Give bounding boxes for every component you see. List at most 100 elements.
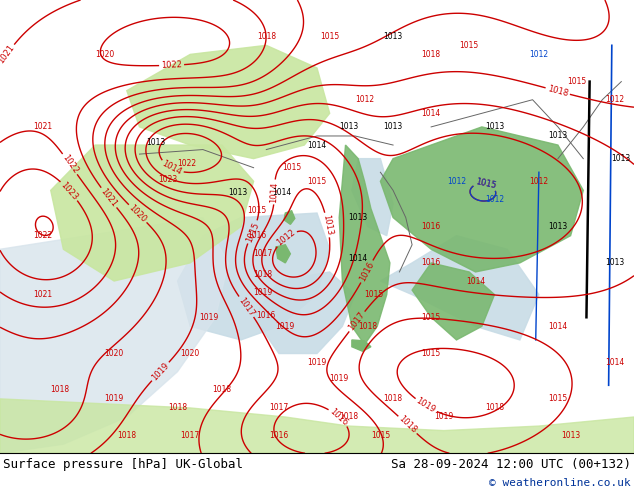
Text: 1018: 1018: [485, 403, 504, 413]
Text: 1014: 1014: [548, 322, 567, 331]
Text: 1019: 1019: [415, 396, 437, 415]
Text: 1013: 1013: [339, 122, 358, 131]
Text: 1015: 1015: [422, 349, 441, 358]
Text: 1015: 1015: [567, 77, 586, 86]
Text: 1018: 1018: [117, 431, 136, 440]
Text: 1015: 1015: [365, 290, 384, 299]
Text: 1020: 1020: [105, 349, 124, 358]
Text: 1013: 1013: [561, 431, 580, 440]
Polygon shape: [412, 263, 495, 340]
Text: 1018: 1018: [384, 394, 403, 403]
Text: 1018: 1018: [51, 385, 70, 394]
Text: 1013: 1013: [228, 188, 247, 197]
Text: Sa 28-09-2024 12:00 UTC (00+132): Sa 28-09-2024 12:00 UTC (00+132): [391, 458, 631, 471]
Text: 1016: 1016: [247, 231, 266, 240]
Text: 1013: 1013: [548, 131, 567, 141]
Text: 1014: 1014: [466, 276, 485, 286]
Text: 1014: 1014: [307, 141, 327, 149]
Text: 1019: 1019: [434, 413, 453, 421]
Polygon shape: [0, 399, 634, 453]
Text: 1021: 1021: [34, 122, 53, 131]
Text: 1013: 1013: [384, 122, 403, 131]
Text: 1015: 1015: [282, 163, 301, 172]
Polygon shape: [127, 46, 330, 159]
Polygon shape: [178, 213, 330, 340]
Text: 1015: 1015: [474, 177, 496, 191]
Polygon shape: [0, 218, 228, 453]
Text: 1014: 1014: [269, 181, 280, 203]
Text: 1016: 1016: [422, 222, 441, 231]
Polygon shape: [254, 272, 355, 354]
Polygon shape: [339, 145, 390, 344]
Text: 1018: 1018: [254, 270, 273, 279]
Text: 1012: 1012: [355, 95, 374, 104]
Polygon shape: [380, 127, 583, 272]
Text: 1015: 1015: [307, 177, 327, 186]
Text: 1013: 1013: [612, 154, 631, 163]
Polygon shape: [352, 159, 393, 236]
Text: 1013: 1013: [384, 32, 403, 41]
Text: 1018: 1018: [422, 50, 441, 59]
Text: 1017: 1017: [347, 310, 367, 333]
Text: 1014: 1014: [422, 109, 441, 118]
Text: 1012: 1012: [529, 50, 548, 59]
Text: 1016: 1016: [269, 431, 288, 440]
Text: 1017: 1017: [269, 403, 288, 413]
Text: 1016: 1016: [422, 258, 441, 268]
Text: 1019: 1019: [307, 358, 327, 367]
Text: 1015: 1015: [548, 394, 567, 403]
Text: 1013: 1013: [321, 214, 334, 236]
Text: 1015: 1015: [245, 220, 261, 244]
Text: 1017: 1017: [236, 295, 256, 318]
Text: 1015: 1015: [422, 313, 441, 322]
Polygon shape: [352, 340, 371, 351]
Text: 1018: 1018: [397, 415, 418, 435]
Text: 1021: 1021: [34, 290, 53, 299]
Text: 1014: 1014: [273, 188, 292, 197]
Polygon shape: [284, 211, 295, 224]
Text: 1020: 1020: [181, 349, 200, 358]
Text: 1022: 1022: [178, 159, 197, 168]
Text: 1018: 1018: [168, 403, 187, 413]
Text: 1019: 1019: [330, 374, 349, 383]
Text: 1015: 1015: [247, 206, 266, 215]
Text: Surface pressure [hPa] UK-Global: Surface pressure [hPa] UK-Global: [3, 458, 243, 471]
Text: 1013: 1013: [349, 213, 368, 222]
Text: © weatheronline.co.uk: © weatheronline.co.uk: [489, 478, 631, 488]
Text: 1022: 1022: [34, 231, 53, 240]
Text: 1012: 1012: [275, 228, 297, 248]
Text: 1014: 1014: [349, 254, 368, 263]
Text: 1023: 1023: [59, 180, 80, 202]
Text: 1022: 1022: [60, 153, 80, 175]
Text: 1015: 1015: [371, 431, 390, 440]
Text: 1021: 1021: [99, 187, 119, 209]
Text: 1012: 1012: [605, 95, 624, 104]
Text: 1018: 1018: [339, 413, 358, 421]
Text: 1020: 1020: [127, 203, 148, 224]
Text: 1015: 1015: [460, 41, 479, 50]
Text: 1015: 1015: [474, 177, 496, 191]
Text: 1013: 1013: [485, 122, 504, 131]
Text: 1016: 1016: [328, 407, 350, 427]
Text: 1015: 1015: [320, 32, 339, 41]
Text: 1013: 1013: [548, 222, 567, 231]
Text: 1012: 1012: [485, 195, 504, 204]
Text: 1018: 1018: [212, 385, 231, 394]
Text: 1019: 1019: [200, 313, 219, 322]
Text: 1019: 1019: [150, 361, 171, 382]
Text: 1018: 1018: [547, 84, 569, 98]
Text: 1016: 1016: [257, 311, 276, 319]
Text: 1014: 1014: [605, 358, 624, 367]
Text: 1020: 1020: [95, 50, 114, 59]
Text: 1021: 1021: [0, 44, 16, 66]
Text: 1013: 1013: [605, 258, 624, 268]
Text: 1012: 1012: [529, 177, 548, 186]
Text: 1019: 1019: [276, 322, 295, 331]
Text: 1016: 1016: [358, 260, 376, 283]
Text: 1018: 1018: [358, 322, 377, 331]
Text: 1013: 1013: [268, 217, 288, 240]
Text: 1014: 1014: [160, 159, 183, 177]
Text: 1018: 1018: [257, 32, 276, 41]
Text: 1019: 1019: [254, 288, 273, 297]
Text: 1023: 1023: [158, 174, 178, 184]
